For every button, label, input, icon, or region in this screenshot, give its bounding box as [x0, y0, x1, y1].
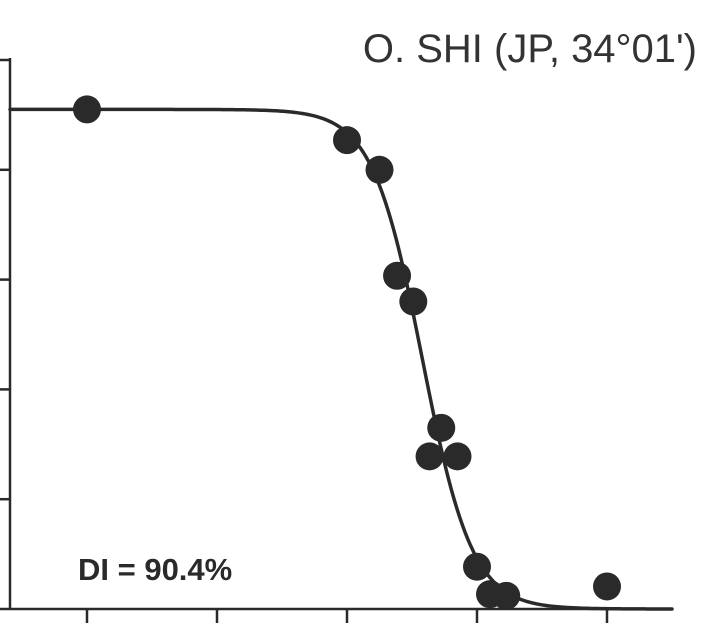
data-point-11: [593, 572, 621, 601]
axes: [0, 58, 672, 623]
data-point-10: [492, 581, 521, 610]
fit-curve: [8, 107, 674, 611]
data-point-0: [73, 95, 101, 124]
data-point-5: [427, 413, 456, 442]
data-point-8: [463, 552, 491, 581]
data-point-1: [333, 126, 361, 155]
chart-title: O. SHI (JP, 34°01'): [363, 27, 697, 71]
data-point-7: [443, 442, 472, 471]
data-point-2: [365, 155, 394, 184]
data-points: [73, 95, 621, 610]
data-point-6: [415, 442, 444, 471]
data-point-4: [399, 287, 428, 316]
data-point-3: [383, 261, 412, 290]
di-annotation: DI = 90.4%: [78, 552, 232, 587]
